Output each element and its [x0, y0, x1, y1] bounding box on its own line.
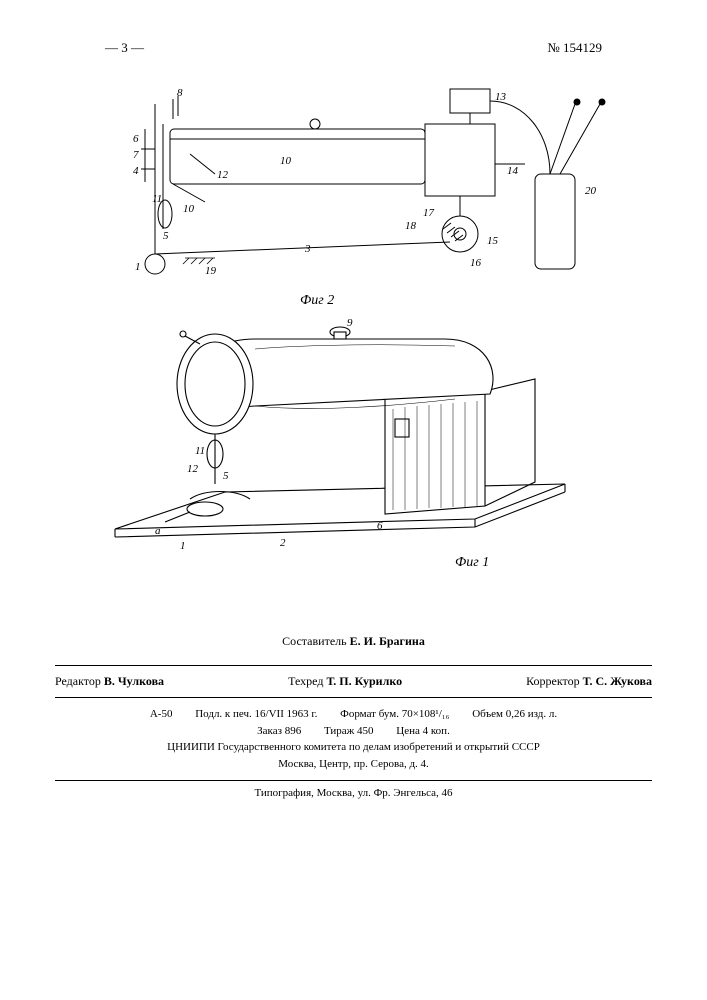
figure-1	[115, 327, 565, 537]
callout-18: 17	[423, 207, 435, 219]
callout-20: 19	[205, 265, 217, 277]
callout-21: 20	[585, 185, 597, 197]
callout-8: 8	[177, 87, 183, 99]
callout-12: 11	[152, 193, 162, 205]
callout-14: 13	[495, 91, 507, 103]
credits-row: Редактор В. Чулкова Техред Т. П. Курилко…	[55, 670, 652, 693]
callout-f1-1: 1	[180, 540, 186, 552]
header-row: — 3 — № 154129	[55, 40, 652, 56]
callout-f1-2: 2	[280, 537, 286, 549]
compiler-name: Е. И. Брагина	[350, 634, 425, 648]
fig1-caption: Фиг 1	[455, 555, 489, 570]
meta-org2: Москва, Центр, пр. Серова, д. 4.	[55, 756, 652, 773]
callout-1: 1	[135, 261, 141, 273]
corrector-cell: Корректор Т. С. Жукова	[526, 674, 652, 689]
figure-2	[141, 89, 605, 274]
meta-org1: ЦНИИПИ Государственного комитета по дела…	[55, 739, 652, 756]
techred-cell: Техред Т. П. Курилко	[288, 674, 402, 689]
divider-2	[55, 697, 652, 698]
document-number: № 154129	[547, 40, 602, 56]
callout-13: 12	[217, 169, 229, 181]
meta-podl: Подл. к печ. 16/VII 1963 г.	[195, 706, 317, 723]
callout-10: 10	[280, 155, 292, 167]
callout-19: 18	[405, 220, 417, 232]
callout-7: 7	[133, 149, 139, 161]
compiler-line: Составитель Е. И. Брагина	[55, 634, 652, 649]
callout-f1-9: 9	[347, 317, 353, 329]
callout-11: 10	[183, 203, 195, 215]
fig2-caption: Фиг 2	[300, 293, 334, 308]
corrector-name: Т. С. Жукова	[583, 674, 652, 688]
meta-tirazh: Тираж 450	[324, 723, 374, 740]
divider-3	[55, 780, 652, 781]
callout-17: 16	[470, 257, 482, 269]
techred-name: Т. П. Курилко	[326, 674, 402, 688]
callout-f1-11: 11	[195, 445, 205, 457]
callout-5: 5	[163, 230, 169, 242]
editor-name: В. Чулкова	[104, 674, 164, 688]
divider-1	[55, 665, 652, 666]
callout-4: 4	[133, 165, 139, 177]
callout-f1-6: 6	[377, 520, 383, 532]
callout-16: 15	[487, 235, 499, 247]
callout-3: 3	[304, 243, 311, 255]
meta-price: Цена 4 коп.	[396, 723, 450, 740]
meta-block: А-50 Подл. к печ. 16/VII 1963 г. Формат …	[55, 702, 652, 776]
meta-volume: Объем 0,26 изд. л.	[472, 706, 557, 723]
compiler-label: Составитель	[282, 634, 346, 648]
editor-cell: Редактор В. Чулкова	[55, 674, 164, 689]
techred-label: Техред	[288, 674, 323, 688]
footer-line: Типография, Москва, ул. Фр. Энгельса, 46	[55, 787, 652, 799]
meta-a50: А-50	[150, 706, 173, 723]
callout-f1-a: a	[155, 525, 161, 537]
callout-f1-5: 5	[223, 470, 229, 482]
corrector-label: Корректор	[526, 674, 580, 688]
figures-svg: 8 6 7 4 1 5 11 10 12 10 13 14 17 18 15 1…	[55, 74, 652, 574]
meta-format: Формат бум. 70×108¹/₁₆	[340, 706, 449, 723]
callout-6: 6	[133, 133, 139, 145]
editor-label: Редактор	[55, 674, 101, 688]
callout-f1-12: 12	[187, 463, 199, 475]
meta-zakaz: Заказ 896	[257, 723, 301, 740]
callout-15: 14	[507, 165, 519, 177]
figures-area: 8 6 7 4 1 5 11 10 12 10 13 14 17 18 15 1…	[55, 74, 652, 574]
page-number: — 3 —	[105, 40, 144, 56]
